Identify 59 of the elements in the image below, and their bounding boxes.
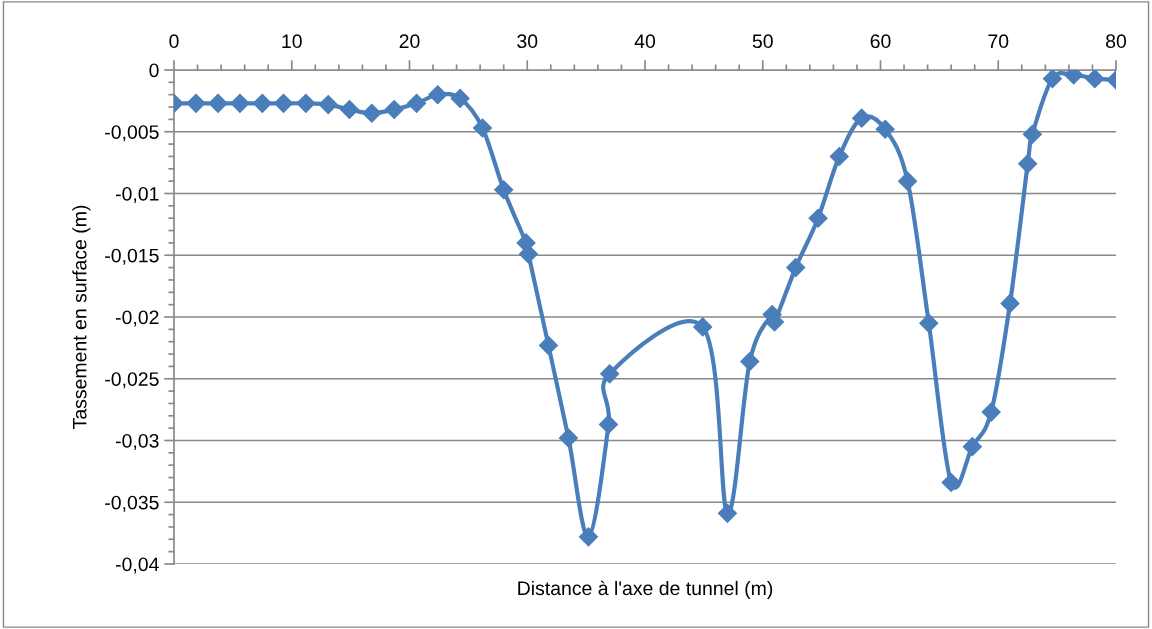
point <box>558 428 578 448</box>
point <box>296 93 316 113</box>
x-tick-label: 60 <box>870 34 891 49</box>
x-tick-label: 70 <box>988 34 1009 49</box>
y-tick-label: -0,015 <box>105 248 159 265</box>
x-tick-label: 50 <box>752 34 773 49</box>
point <box>208 93 228 113</box>
point <box>829 146 849 166</box>
point <box>808 208 828 228</box>
x-tick-label: 10 <box>282 34 302 49</box>
x-tick-label: 40 <box>634 34 656 49</box>
point <box>898 171 918 191</box>
point <box>786 258 806 278</box>
point <box>740 351 760 371</box>
point <box>962 437 982 457</box>
y-tick-label: -0,02 <box>115 310 159 327</box>
y-tick-label: -0,025 <box>105 372 159 389</box>
point <box>693 317 713 337</box>
point <box>318 95 338 115</box>
point <box>875 119 895 139</box>
x-tick-label: 0 <box>169 34 179 49</box>
y-tick-label: -0,04 <box>115 557 159 574</box>
x-tick-label: 20 <box>399 34 420 49</box>
y-tick-label: -0,005 <box>105 125 159 142</box>
point <box>981 402 1001 422</box>
point <box>186 93 206 113</box>
point <box>1022 124 1042 144</box>
point <box>538 335 558 355</box>
y-tick-label: 0 <box>149 63 159 78</box>
point <box>717 503 737 523</box>
point <box>852 108 872 128</box>
point <box>578 527 599 547</box>
point <box>472 118 493 138</box>
x-axis-title: Distance à l'axe de tunnel (m) <box>518 580 773 599</box>
y-tick-label: -0,035 <box>105 495 159 512</box>
point <box>1085 70 1105 89</box>
point <box>339 99 359 120</box>
point <box>598 414 619 434</box>
point <box>1018 154 1038 174</box>
point <box>1042 70 1062 89</box>
point <box>384 99 404 120</box>
point <box>450 88 470 108</box>
x-tick-label: 30 <box>517 34 538 49</box>
y-tick-label: -0,01 <box>115 186 159 204</box>
point <box>941 472 961 493</box>
point <box>407 93 427 113</box>
x-tick-label: 80 <box>1106 34 1127 49</box>
point <box>518 244 538 264</box>
point <box>494 180 514 200</box>
y-tick-label: -0,03 <box>115 433 159 451</box>
point <box>362 103 382 123</box>
point <box>919 313 939 333</box>
point <box>600 364 620 384</box>
point <box>1000 293 1020 313</box>
point <box>230 93 250 113</box>
point <box>273 93 294 113</box>
y-axis-title: Tassement en surface (m) <box>72 205 91 429</box>
point <box>428 85 448 105</box>
point <box>252 93 272 113</box>
